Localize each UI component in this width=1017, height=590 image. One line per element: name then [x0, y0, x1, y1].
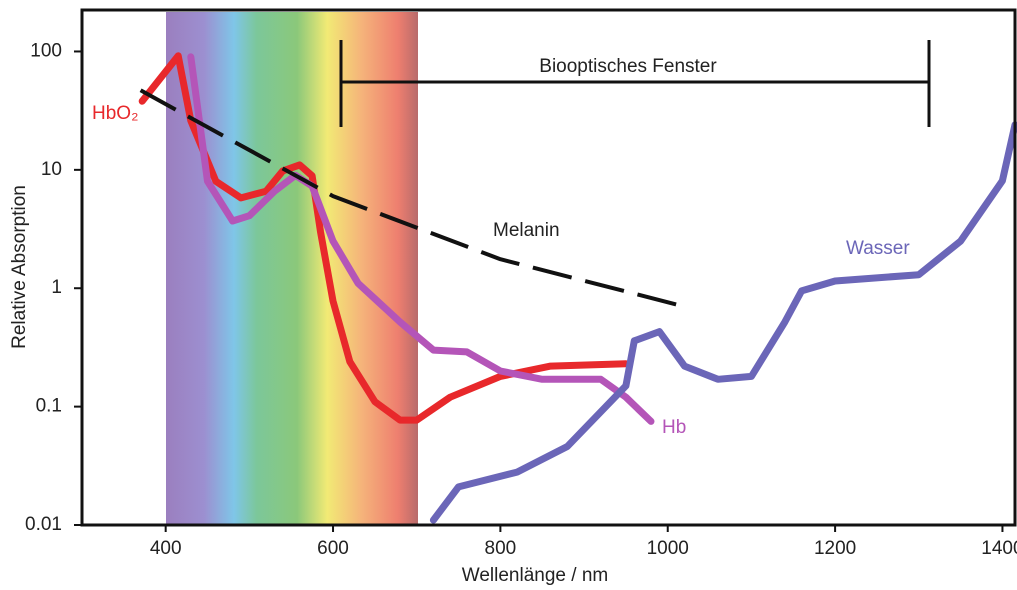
y-tick-label: 0.01 [25, 514, 62, 535]
x-tick-label: 1000 [647, 538, 689, 559]
y-tick-label: 0.1 [36, 396, 62, 417]
x-tick-label: 1200 [814, 538, 856, 559]
series-label: Hb [662, 417, 686, 438]
series-line [429, 121, 1017, 524]
series-label: Wasser [846, 238, 910, 259]
y-tick-label: 1 [51, 277, 62, 298]
series-line [139, 88, 677, 307]
x-tick-label: 800 [485, 538, 517, 559]
series-line [138, 52, 630, 424]
y-axis-label: Relative Absorption [9, 185, 30, 349]
annotation: Biooptisches Fenster [539, 56, 717, 77]
series-label: HbO₂ [92, 103, 138, 124]
series-label: Melanin [493, 220, 560, 241]
x-tick-label: 1400 [981, 538, 1017, 559]
window-bracket [339, 40, 931, 127]
y-tick-label: 10 [41, 159, 62, 180]
y-tick-label: 100 [30, 40, 62, 61]
visible-spectrum [166, 12, 418, 524]
plot-area [138, 52, 1017, 524]
x-axis-label: Wellenlänge / nm [462, 565, 608, 586]
series-line [187, 53, 655, 425]
plot-frame [80, 8, 1017, 527]
x-tick-label: 400 [150, 538, 182, 559]
x-tick-label: 600 [317, 538, 349, 559]
